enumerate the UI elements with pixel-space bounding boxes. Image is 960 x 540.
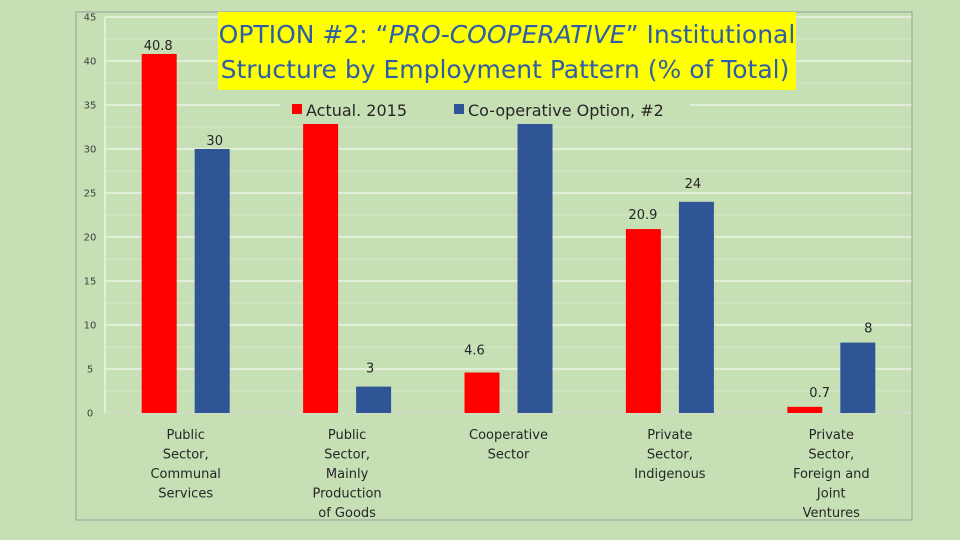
bar-cooperative-option (517, 105, 553, 413)
y-tick-label: 40 (84, 57, 97, 68)
y-axis-ticks: 0 5 10 15 20 25 30 35 40 45 (84, 13, 97, 420)
data-label: 4.6 (464, 344, 485, 359)
bar-actual-2015 (303, 123, 339, 413)
category-label: Sector, (647, 448, 693, 463)
title-line-1: OPTION #2: “PRO-COOPERATIVE” Institution… (219, 20, 796, 49)
category-label: Foreign and (793, 467, 870, 482)
y-tick-label: 30 (84, 145, 97, 156)
category-label: Private (647, 428, 692, 443)
y-tick-label: 45 (84, 13, 97, 24)
category-label: Production (313, 487, 382, 502)
category-label: Cooperative (469, 428, 548, 443)
category-labels: Public Sector, Communal Services Public Secto… (150, 428, 869, 521)
bars (141, 53, 876, 414)
category-label: Sector, (808, 448, 854, 463)
category-label: Indigenous (634, 467, 706, 482)
bar-actual-2015 (464, 372, 500, 413)
y-tick-label: 5 (87, 365, 93, 376)
data-label: 0.7 (809, 386, 830, 401)
legend-label-option: Co-operative Option, #2 (468, 101, 664, 120)
category-label: Services (158, 487, 213, 502)
bar-cooperative-option (678, 201, 714, 413)
bar-cooperative-option (356, 386, 392, 413)
title-emphasis: PRO-COOPERATIVE (389, 20, 626, 49)
data-label: 8 (864, 322, 872, 337)
data-label: 30 (206, 134, 223, 149)
category-label: Private (809, 428, 854, 443)
data-label: 3 (366, 362, 374, 377)
category-label: Public (328, 428, 366, 443)
chart-title: OPTION #2: “PRO-COOPERATIVE” Institution… (218, 12, 796, 90)
y-tick-label: 10 (84, 321, 97, 332)
bar-actual-2015 (141, 53, 177, 414)
bar-actual-2015 (625, 229, 661, 413)
title-box (218, 12, 796, 90)
data-label: 24 (685, 177, 702, 192)
y-tick-label: 35 (84, 101, 97, 112)
category-label: Sector (488, 448, 530, 463)
legend: Actual. 2015 Co-operative Option, #2 (280, 96, 690, 124)
category-label: of Goods (318, 506, 376, 521)
category-label: Communal (150, 467, 220, 482)
legend-label-actual: Actual. 2015 (306, 101, 407, 120)
category-label: Sector, (324, 448, 370, 463)
category-label: Ventures (803, 506, 861, 521)
legend-swatch-option (454, 104, 464, 114)
y-tick-label: 20 (84, 233, 97, 244)
data-label: 40.8 (144, 39, 173, 54)
data-label: 20.9 (628, 208, 657, 223)
bar-cooperative-option (194, 149, 230, 413)
y-tick-label: 15 (84, 277, 97, 288)
category-label: Joint (816, 487, 846, 502)
legend-swatch-actual (292, 104, 302, 114)
legend-box (280, 96, 690, 124)
bar-cooperative-option (840, 342, 876, 413)
title-line-2: Structure by Employment Pattern (% of To… (221, 55, 790, 84)
y-tick-label: 0 (87, 409, 93, 420)
bar-actual-2015 (787, 406, 823, 413)
category-label: Mainly (326, 467, 369, 482)
y-tick-label: 25 (84, 189, 97, 200)
category-label: Sector, (163, 448, 209, 463)
category-label: Public (166, 428, 204, 443)
